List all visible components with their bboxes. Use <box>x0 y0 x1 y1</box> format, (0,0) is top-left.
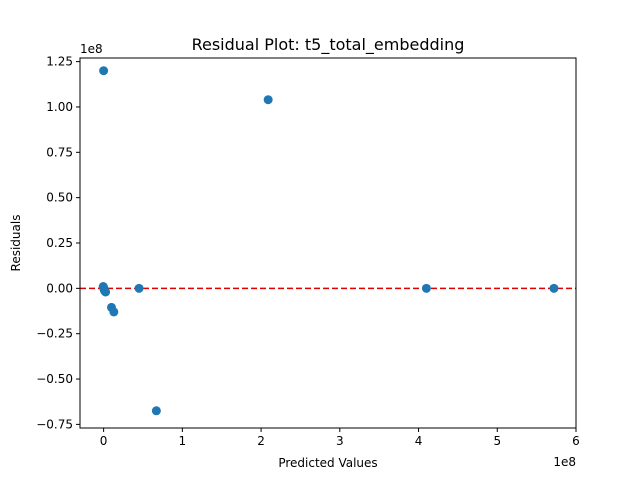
data-point-12 <box>421 283 431 293</box>
y-tick-label-0: −0.75 <box>36 417 73 431</box>
plot-area-frame <box>79 57 577 429</box>
data-point-7 <box>101 287 111 297</box>
data-point-10 <box>134 283 144 293</box>
data-point-9 <box>109 307 119 317</box>
y-axis-label: Residuals <box>9 215 23 272</box>
data-point-0 <box>99 66 109 76</box>
x-ticks-layer: 0 1 2 3 4 5 6 <box>100 428 580 448</box>
y-tick-label-8: 1.25 <box>46 55 73 69</box>
x-tick-label-6: 6 <box>572 434 580 448</box>
data-point-1 <box>263 95 273 105</box>
y-axis-multiplier: 1e8 <box>80 42 103 56</box>
x-axis-label: Predicted Values <box>278 456 377 470</box>
chart-title: Residual Plot: t5_total_embedding <box>192 35 465 55</box>
y-tick-label-7: 1.00 <box>46 100 73 114</box>
y-tick-label-6: 0.75 <box>46 145 73 159</box>
data-points-layer <box>98 66 559 416</box>
x-tick-label-5: 5 <box>493 434 501 448</box>
x-tick-label-4: 4 <box>415 434 423 448</box>
x-tick-label-2: 2 <box>257 434 265 448</box>
y-tick-label-2: −0.25 <box>36 327 73 341</box>
y-ticks-layer: −0.75 −0.50 −0.25 0.00 0.25 0.50 0.75 1.00 1.25 <box>36 55 80 431</box>
x-tick-label-3: 3 <box>336 434 344 448</box>
y-tick-label-1: −0.50 <box>36 372 73 386</box>
data-point-13 <box>549 283 559 293</box>
x-tick-label-0: 0 <box>100 434 108 448</box>
y-tick-label-5: 0.50 <box>46 191 73 205</box>
y-tick-label-4: 0.25 <box>46 236 73 250</box>
data-point-11 <box>151 406 161 416</box>
x-axis-multiplier: 1e8 <box>553 455 576 469</box>
x-tick-label-1: 1 <box>179 434 187 448</box>
y-tick-label-3: 0.00 <box>46 281 73 295</box>
